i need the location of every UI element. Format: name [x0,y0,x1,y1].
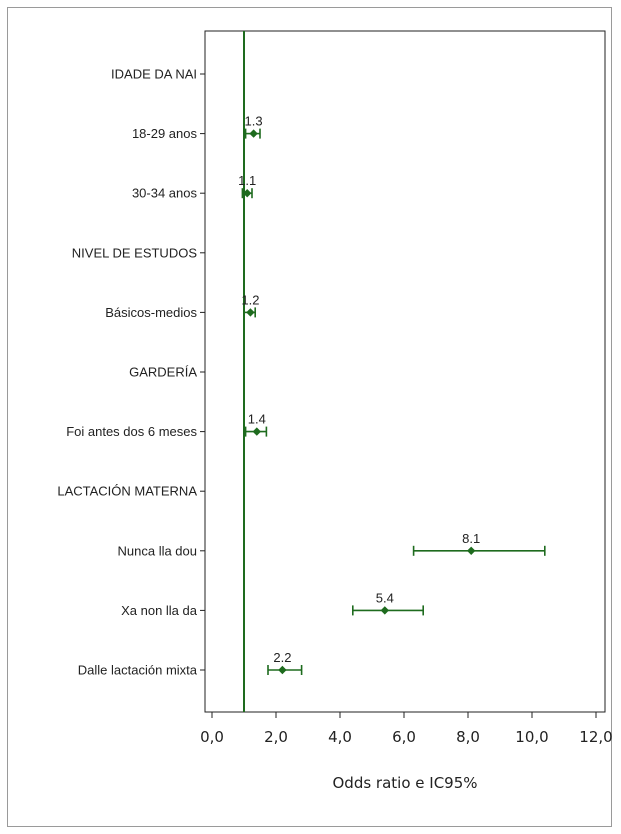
data-label: 8.1 [462,531,480,546]
y-category-label: Nunca lla dou [118,543,198,558]
odds-ratio-point [246,308,255,317]
y-category-label: IDADE DA NAI [111,67,197,82]
y-category-label: GARDERÍA [129,365,197,380]
x-tick-label: 2,0 [264,728,288,746]
odds-ratio-point [467,546,476,555]
x-axis-label: Odds ratio e IC95% [332,774,477,792]
x-tick-label: 12,0 [579,728,612,746]
odds-ratio-point [252,427,261,436]
y-category-label: Foi antes dos 6 meses [66,424,197,439]
data-label: 5.4 [376,590,394,605]
data-label: 1.3 [245,114,263,129]
x-tick-label: 0,0 [200,728,224,746]
y-category-label: 18-29 anos [132,126,198,141]
x-tick-label: 8,0 [456,728,480,746]
data-label: 1.1 [238,173,256,188]
odds-ratio-point [278,665,287,675]
odds-ratio-point [249,129,258,138]
y-category-label: Básicos-medios [105,305,197,320]
odds-ratio-point [243,189,252,198]
data-label: 1.4 [248,412,266,427]
y-category-label: Xa non lla da [121,603,198,618]
data-label: 1.2 [241,292,259,307]
odds-ratio-point [380,606,389,615]
x-tick-label: 4,0 [328,728,352,746]
y-category-label: LACTACIÓN MATERNA [57,484,197,499]
chart-frame [7,7,612,827]
x-tick-label: 6,0 [392,728,416,746]
y-category-label: 30-34 anos [132,186,198,201]
data-label: 2.2 [273,650,291,665]
y-category-label: Dalle lactación mixta [78,663,198,678]
y-category-label: NIVEL DE ESTUDOS [72,245,198,260]
x-tick-label: 10,0 [515,728,548,746]
